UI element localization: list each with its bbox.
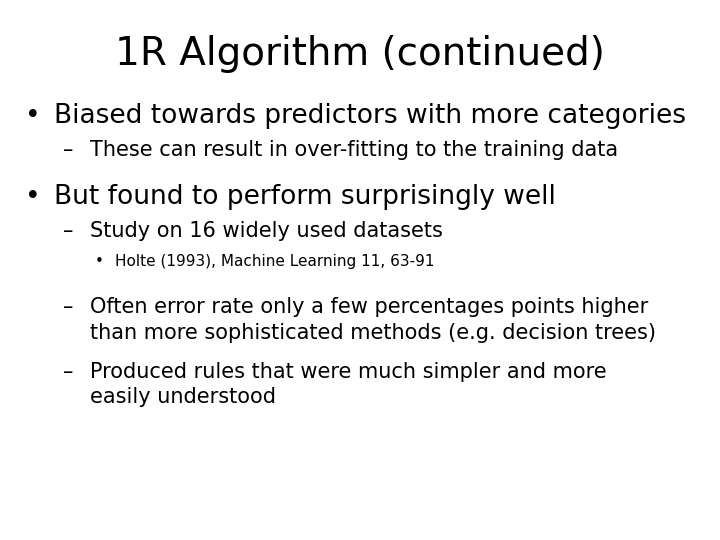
Text: –: –	[63, 362, 73, 382]
Text: Biased towards predictors with more categories: Biased towards predictors with more cate…	[54, 103, 686, 129]
Text: –: –	[63, 297, 73, 317]
Text: But found to perform surprisingly well: But found to perform surprisingly well	[54, 184, 556, 210]
Text: 1R Algorithm (continued): 1R Algorithm (continued)	[115, 35, 605, 73]
Text: Produced rules that were much simpler and more
easily understood: Produced rules that were much simpler an…	[90, 362, 607, 407]
Text: –: –	[63, 140, 73, 160]
Text: –: –	[63, 221, 73, 241]
Text: •: •	[95, 254, 104, 269]
Text: Often error rate only a few percentages points higher
than more sophisticated me: Often error rate only a few percentages …	[90, 297, 656, 342]
Text: •: •	[24, 103, 40, 129]
Text: Study on 16 widely used datasets: Study on 16 widely used datasets	[90, 221, 443, 241]
Text: •: •	[24, 184, 40, 210]
Text: These can result in over-fitting to the training data: These can result in over-fitting to the …	[90, 140, 618, 160]
Text: Holte (1993), Machine Learning 11, 63-91: Holte (1993), Machine Learning 11, 63-91	[115, 254, 435, 269]
